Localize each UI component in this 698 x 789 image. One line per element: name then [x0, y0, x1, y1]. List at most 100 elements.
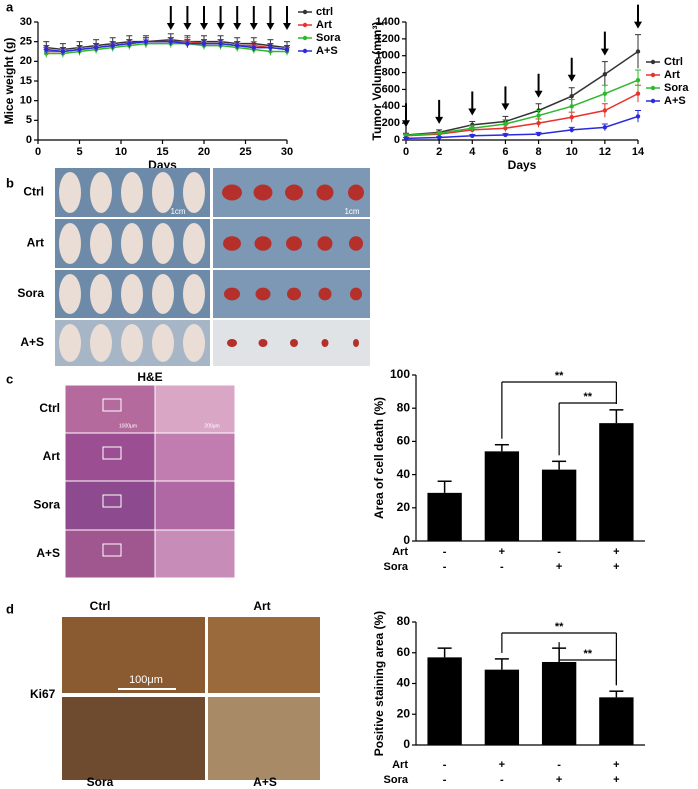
row-label: Art: [43, 449, 60, 463]
panel-label: c: [6, 371, 13, 386]
legend-marker: [302, 9, 308, 15]
point: [602, 91, 608, 96]
point: [218, 41, 223, 46]
image-label: Sora: [87, 775, 114, 789]
point: [536, 120, 541, 126]
point: [602, 72, 608, 77]
point: [470, 133, 475, 138]
x-tick-label: 8: [536, 146, 542, 158]
mouse: [183, 223, 205, 264]
point: [235, 43, 240, 48]
image-label: Art: [253, 599, 270, 613]
bar: [427, 492, 462, 541]
legend-marker: [650, 72, 656, 78]
he-zoom: [154, 432, 236, 482]
y-tick-label: 1200: [376, 33, 400, 45]
x-tick-label: 30: [281, 146, 293, 158]
row-label: Sora: [33, 498, 60, 512]
legend-marker: [650, 59, 656, 65]
y-tick-label: 100: [390, 367, 410, 381]
arrow-head: [266, 23, 275, 30]
zoom-box: [102, 543, 122, 557]
treatment-sign: -: [557, 546, 561, 558]
legend-label: Sora: [316, 32, 341, 44]
point: [168, 39, 173, 44]
point: [635, 49, 641, 54]
legend-label: ctrl: [316, 6, 333, 18]
ki67-image: [208, 697, 320, 780]
x-tick-label: 20: [198, 146, 210, 158]
mouse: [90, 324, 112, 362]
arrow-head: [634, 21, 642, 29]
arrow-head: [402, 120, 410, 128]
arrow-head: [435, 116, 444, 124]
legend-label: Ctrl: [664, 56, 683, 68]
y-axis-label: Positive staining area (%): [372, 611, 386, 756]
arrow-head: [166, 23, 175, 30]
mouse: [59, 223, 81, 264]
zoom-box: [102, 398, 122, 412]
point: [436, 135, 442, 140]
point: [470, 126, 475, 131]
point: [403, 136, 409, 141]
series-line: [405, 115, 639, 140]
point: [44, 47, 49, 52]
legend-marker: [650, 85, 656, 91]
point: [503, 121, 508, 127]
y-tick-label: 5: [26, 114, 32, 126]
y-tick-label: 20: [397, 500, 411, 514]
tumor: [349, 236, 363, 251]
legend-label: A+S: [664, 95, 686, 107]
tumor: [290, 339, 298, 347]
tumor: [253, 184, 273, 201]
he-zoom: [154, 384, 236, 434]
bar: [541, 661, 577, 745]
mouse: [152, 223, 174, 264]
he-zoom: [154, 480, 236, 531]
y-tick-label: 200: [382, 117, 400, 129]
significance-label: **: [555, 370, 564, 382]
legend-label: Art: [316, 19, 332, 31]
y-tick-label: 600: [382, 83, 400, 95]
point: [436, 131, 442, 136]
he-zoom: [154, 529, 236, 579]
point: [77, 47, 82, 52]
y-tick-label: 80: [397, 614, 411, 628]
tumor: [350, 287, 362, 301]
tumor: [223, 236, 241, 251]
point: [569, 104, 574, 109]
mouse: [59, 172, 81, 213]
legend-marker: [302, 35, 308, 41]
tumor: [316, 184, 334, 201]
y-tick-label: 30: [20, 16, 32, 28]
arrow-head: [534, 90, 543, 98]
y-axis-label: Tumor Volume (mm³): [370, 22, 384, 141]
treatment-sign: -: [443, 774, 447, 786]
he-overview: [64, 432, 156, 482]
he-overview: [64, 480, 156, 531]
mouse: [183, 324, 205, 362]
legend-label: Sora: [664, 82, 689, 94]
legend-label: Art: [664, 69, 680, 81]
mouse: [121, 274, 143, 314]
ki67-image: [62, 617, 205, 693]
arrow-head: [283, 23, 291, 30]
arrow-head: [216, 23, 225, 30]
arrow-head: [567, 74, 576, 82]
scale-label: 1cm: [170, 207, 185, 216]
row-label: A+S: [20, 335, 44, 349]
treatment-sign: +: [613, 561, 619, 573]
mouse: [59, 274, 81, 314]
treatment-sign: -: [500, 561, 504, 573]
image-title: H&E: [137, 370, 162, 384]
tumor: [285, 184, 303, 201]
bar: [599, 697, 634, 745]
treatment-sign: +: [556, 561, 562, 573]
point: [635, 114, 641, 119]
stain-label: Ki67: [30, 687, 56, 701]
bar: [484, 669, 520, 745]
x-tick-label: 12: [599, 146, 611, 158]
tumor: [224, 287, 240, 301]
y-tick-label: 0: [403, 533, 410, 547]
